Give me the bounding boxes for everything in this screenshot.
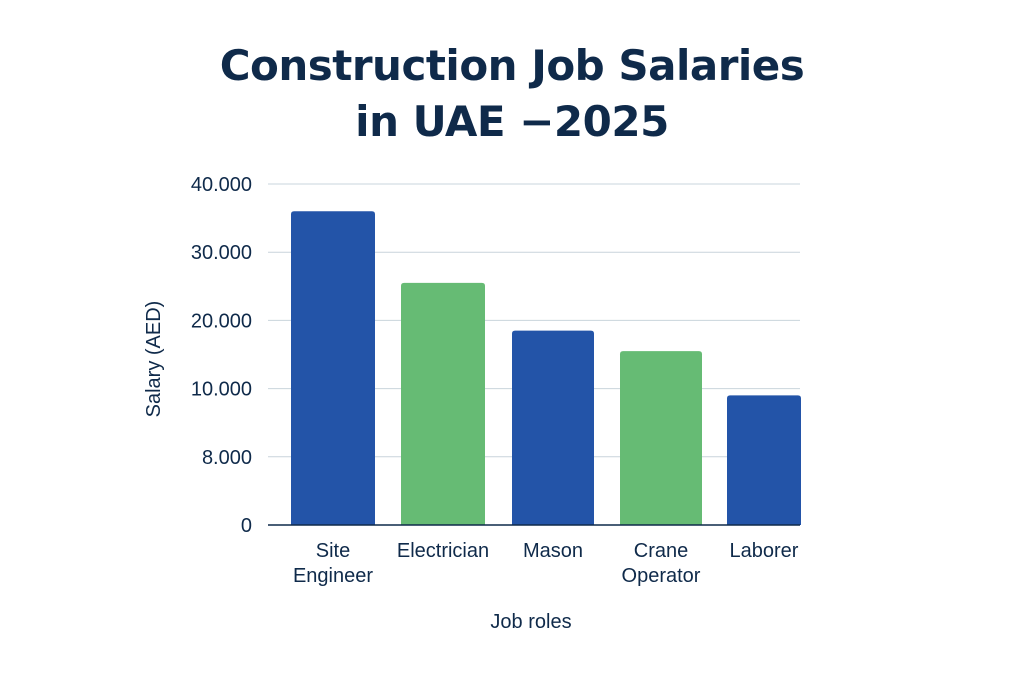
y-tick-label: 8.000 [202,447,252,469]
x-category-label: Mason [523,540,583,562]
y-tick-labels: 0 8.000 10.000 20.000 30.000 40.000 [191,174,252,537]
y-tick-label: 20.000 [191,310,252,332]
x-category-label: Crane Operator [622,540,701,587]
bars [291,211,801,525]
x-category-label: Site Engineer [293,540,373,587]
chart-title: Construction Job Salaries in UAE −2025 [0,38,1024,150]
bar [727,395,801,525]
chart-title-line-1: Construction Job Salaries [219,41,805,90]
x-category-label: Electrician [397,540,489,562]
x-category-labels: Site Engineer Electrician Mason Crane Operato… [293,540,799,587]
bar [401,282,485,525]
x-category-label: Laborer [730,540,799,562]
bar [291,211,375,525]
bar [620,351,702,525]
x-axis-title: Job roles [490,611,571,633]
y-tick-label: 40.000 [191,174,252,196]
y-tick-label: 0 [241,515,252,537]
y-axis-title: Salary (AED) [143,301,165,418]
chart-title-line-2: in UAE −2025 [355,97,669,146]
y-tick-label: 10.000 [191,379,252,401]
y-tick-label: 30.000 [191,242,252,264]
bar [512,330,594,525]
